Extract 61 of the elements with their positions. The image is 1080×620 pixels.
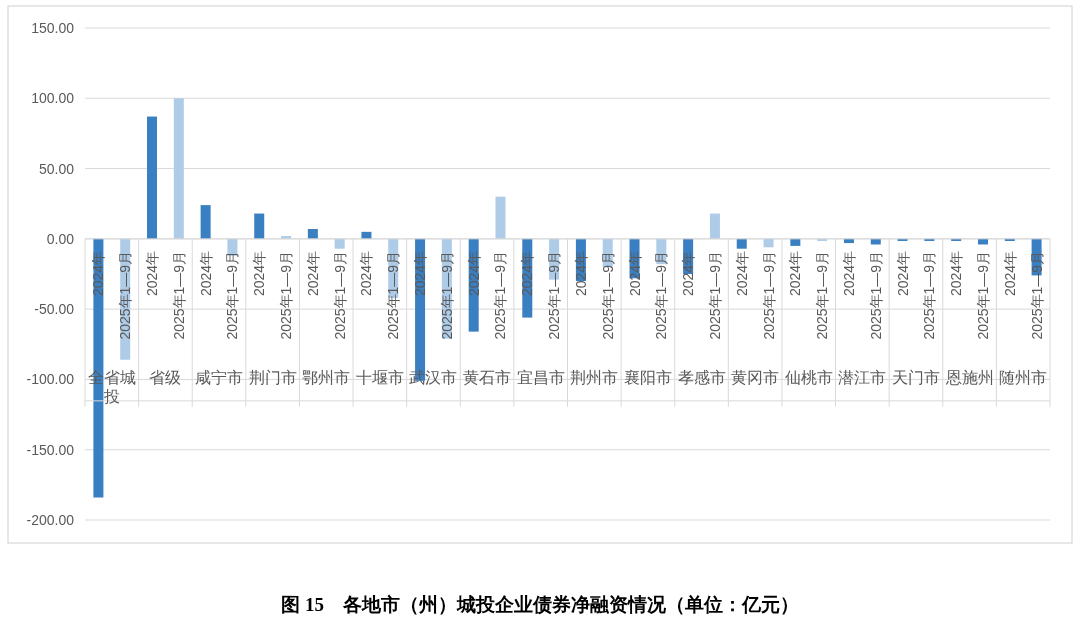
text: 2024年 — [948, 250, 965, 297]
text: 2025年1—9月 — [1028, 250, 1045, 340]
y-tick-label: 50.00 — [38, 160, 75, 177]
series-label: 2024年 — [680, 250, 697, 297]
text: 2025年1—9月 — [117, 250, 134, 340]
text: 2024年 — [358, 250, 375, 297]
text: 图 15 各地市（州）城投企业债券净融资情况（单位：亿元） — [281, 594, 799, 615]
text: 2024年 — [519, 250, 536, 297]
x-tick-label: 潜江市 — [838, 368, 887, 386]
text: 2024年 — [90, 250, 107, 297]
x-tick-label: 恩施州 — [944, 368, 994, 386]
text: 2025年1—9月 — [170, 250, 187, 340]
text: 2024年 — [251, 250, 268, 297]
y-tick-label: -50.00 — [34, 301, 75, 318]
x-tick-label: 咸宁市 — [195, 368, 244, 386]
x-tick-label: 黄石市 — [463, 368, 512, 386]
text: 2024年 — [626, 250, 643, 297]
x-tick-label: 鄂州市 — [302, 368, 351, 386]
text: 2025年1—9月 — [760, 250, 777, 340]
text: 2024年 — [733, 250, 750, 297]
x-tick-label: 天门市 — [891, 368, 940, 386]
y-tick-label: 0.00 — [46, 230, 75, 247]
series-label: 2025年1—9月 — [385, 250, 402, 340]
y-tick-label: -200.00 — [26, 512, 75, 528]
text: 2025年1—9月 — [599, 250, 616, 340]
text: 2025年1—9月 — [278, 250, 295, 340]
x-tick-label: 宜昌市 — [516, 368, 565, 386]
text: 2025年1—9月 — [492, 250, 509, 340]
text: 2025年1—9月 — [331, 250, 348, 340]
text: 2025年1—9月 — [974, 250, 991, 340]
text: 2025年1—9月 — [546, 250, 563, 340]
x-tick-label: 省级 — [149, 368, 182, 386]
text: 2024年 — [465, 250, 482, 297]
text: 2024年 — [304, 250, 321, 297]
x-tick-label: 襄阳市 — [623, 368, 672, 386]
x-tick-label: 十堰市 — [355, 368, 404, 386]
text: 2025年1—9月 — [921, 250, 938, 340]
text: 2024年 — [787, 250, 804, 297]
text: 2024年 — [197, 250, 214, 297]
text: 2025年1—9月 — [653, 250, 670, 340]
text: 2024年 — [144, 250, 161, 297]
text: 2025年1—9月 — [224, 250, 241, 340]
x-tick-label: 随州市 — [999, 368, 1048, 386]
text: 2024年 — [840, 250, 857, 297]
text: 2025年1—9月 — [706, 250, 723, 340]
text: 2025年1—9月 — [438, 250, 455, 340]
y-tick-label: 150.00 — [31, 20, 75, 36]
text: 2024年 — [572, 250, 589, 297]
y-tick-label: -100.00 — [26, 371, 75, 388]
y-tick-label: -150.00 — [26, 441, 75, 458]
x-tick-label: 黄冈市 — [731, 368, 780, 386]
text: 2025年1—9月 — [867, 250, 884, 340]
x-tick-label: 荆州市 — [570, 368, 619, 386]
x-tick-label: 仙桃市 — [784, 368, 833, 386]
text: 2024年 — [894, 250, 911, 297]
text: 2025年1—9月 — [814, 250, 831, 340]
text: 2024年 — [1001, 250, 1018, 297]
text: 2024年 — [412, 250, 429, 297]
x-tick-label: 荆门市 — [248, 368, 297, 386]
x-tick-label: 孝感市 — [677, 368, 726, 386]
y-tick-label: 100.00 — [31, 90, 75, 107]
